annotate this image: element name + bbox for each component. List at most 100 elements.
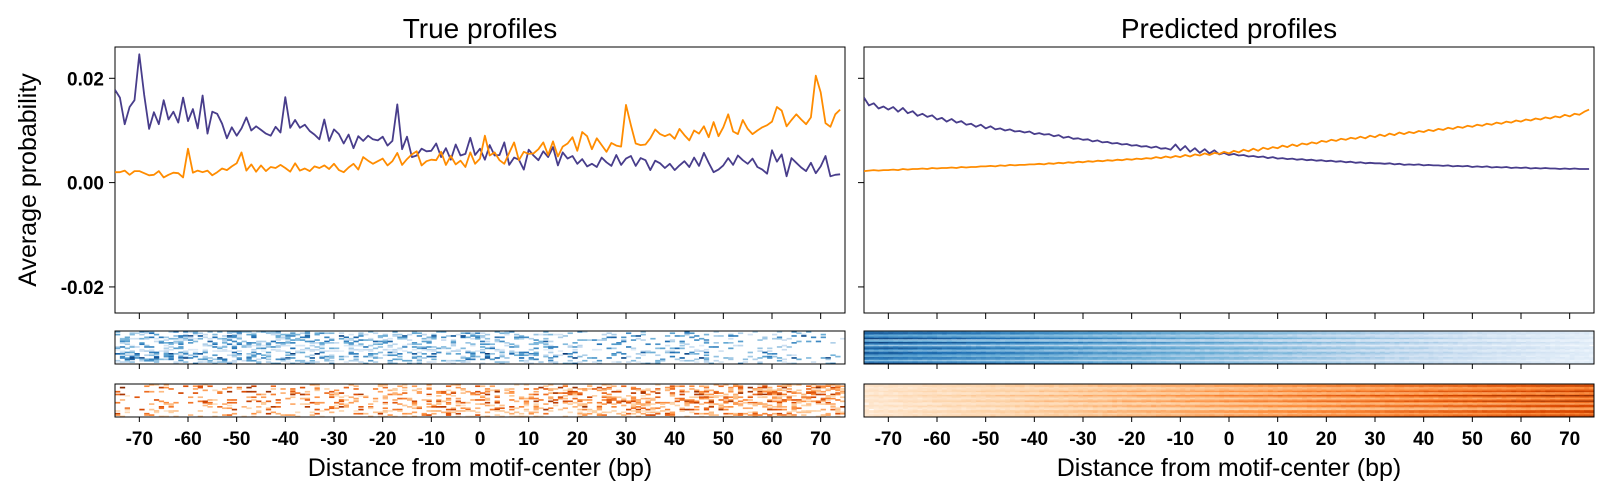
heatmap-cell [946,355,952,358]
heatmap-cell [484,354,491,357]
heatmap-cell [630,347,637,350]
heatmap-cell [1589,340,1595,343]
heatmap-cell [353,399,359,401]
heatmap-cell [1078,347,1084,350]
heatmap-cell [197,361,203,363]
heatmap-cell [548,340,554,343]
heatmap-cell [1233,346,1240,348]
heatmap-cell [1311,346,1317,348]
heatmap-cell [1199,332,1206,335]
heatmap-cell [1564,331,1571,333]
heatmap-cell [1316,350,1322,352]
heatmap-cell [1044,343,1050,346]
heatmap-cell [878,336,884,339]
heatmap-cell [387,351,393,354]
heatmap-cell [460,335,466,337]
heatmap-cell [465,358,471,361]
heatmap-cell [883,348,889,351]
heatmap-cell [684,399,690,401]
heatmap-cell [480,395,486,397]
heatmap-cell [1277,355,1283,358]
heatmap-cell [796,411,802,414]
heatmap-cell [893,354,899,357]
heatmap-cell [465,410,471,412]
heatmap-cell [927,347,933,350]
heatmap-cell [878,355,884,358]
heatmap-cell [912,350,918,352]
heatmap-cell [1063,336,1069,339]
heatmap-cell [1321,343,1327,346]
heatmap-cell [902,350,909,352]
heatmap-cell [762,389,768,392]
heatmap-cell [1087,336,1094,339]
heatmap-cell [1019,343,1025,346]
heatmap-cell [767,355,773,358]
heatmap-cell [377,412,384,415]
heatmap-cell [1389,348,1395,351]
heatmap-cell [1589,343,1595,346]
heatmap-cell [1073,336,1079,339]
heatmap-cell [1214,332,1220,335]
heatmap-cell [1326,335,1332,337]
heatmap-cell [270,411,276,414]
heatmap-cell [494,396,500,399]
heatmap-cell [382,410,388,412]
heatmap-cell [985,342,991,344]
heatmap-cell [528,354,534,357]
heatmap-cell [1097,332,1103,335]
heatmap-cell [786,399,792,401]
heatmap-cell [820,400,826,403]
heatmap-cell [368,339,374,341]
heatmap-cell [1311,355,1317,358]
heatmap-cell [1443,353,1449,355]
heatmap-cell [1233,347,1240,350]
heatmap-cell [387,414,393,416]
heatmap-cell [445,335,452,337]
heatmap-cell [450,339,457,341]
heatmap-cell [1574,340,1580,343]
heatmap-cell [694,406,700,408]
heatmap-cell [679,408,685,411]
heatmap-cell [1209,333,1215,336]
heatmap-cell [1399,332,1405,335]
heatmap-cell [990,340,996,343]
heatmap-cell [1569,335,1575,337]
heatmap-cell [1428,331,1434,333]
heatmap-cell [226,362,233,365]
heatmap-cell [392,358,398,361]
heatmap-cell [907,346,914,348]
heatmap-cell [1199,348,1206,351]
heatmap-cell [912,353,918,355]
heatmap-cell [1462,348,1468,351]
heatmap-cell [1438,347,1444,350]
heatmap-cell [587,388,593,390]
heatmap-cell [640,407,646,410]
heatmap-cell [1175,339,1181,341]
heatmap-cell [509,415,515,418]
heatmap-cell [475,335,481,337]
heatmap-cell [1467,331,1473,333]
heatmap-cell [1107,343,1113,346]
heatmap-cell [1345,337,1352,340]
heatmap-cell [1326,333,1332,336]
heatmap-cell [1034,347,1040,350]
heatmap-cell [1316,340,1322,343]
heatmap-cell [1180,350,1186,352]
heatmap-cell [387,340,393,343]
heatmap-cell [1083,335,1089,337]
heatmap-cell [956,340,962,343]
heatmap-cell [669,350,676,352]
heatmap-cell [1302,335,1308,337]
heatmap-cell [343,406,349,408]
heatmap-cell [883,331,889,333]
true-profiles-orange-heatmap [114,383,846,422]
heatmap-cell [324,358,330,361]
heatmap-cell [1297,353,1303,355]
heatmap-cell [815,386,822,389]
heatmap-cell [1433,332,1439,335]
heatmap-cell [1175,335,1181,337]
heatmap-cell [1399,342,1405,344]
heatmap-cell [1316,353,1322,355]
heatmap-cell [747,401,753,404]
heatmap-cell [830,397,836,400]
